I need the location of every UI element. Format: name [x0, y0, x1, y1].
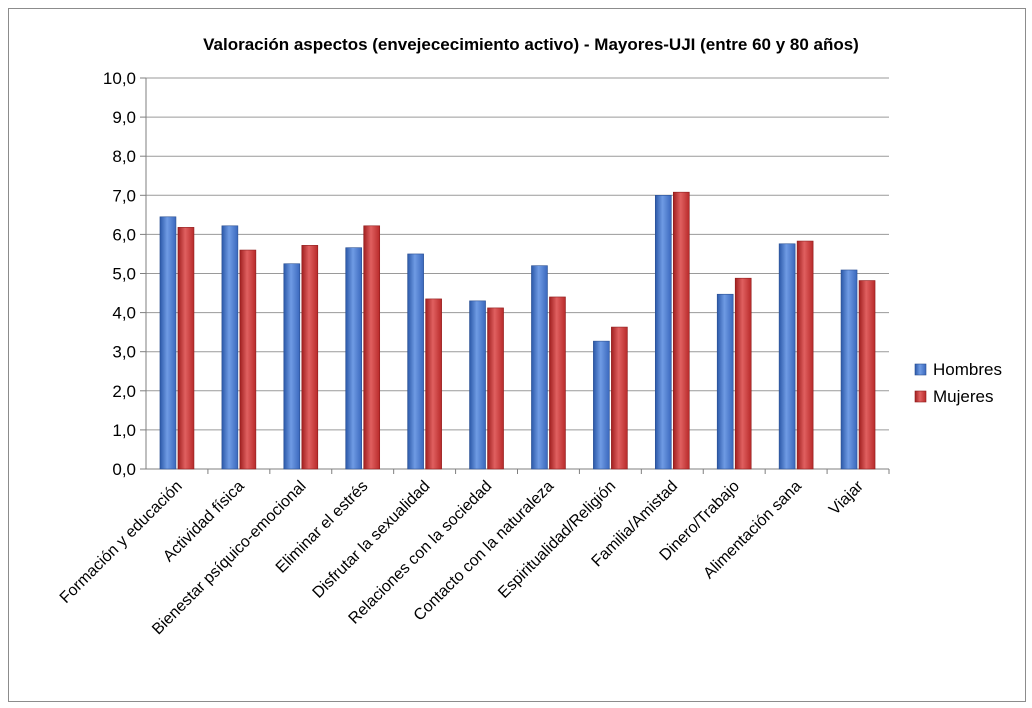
bar-mujeres: [239, 249, 257, 470]
bar-hombres: [345, 247, 363, 470]
bar-hombres: [716, 293, 734, 470]
bar-hombres: [283, 263, 301, 470]
bars-layer: [159, 191, 876, 470]
bar-mujeres: [549, 296, 566, 470]
bar-mujeres: [177, 227, 195, 470]
y-tick-label: 2,0: [112, 382, 136, 401]
x-tick-label: Viajar: [826, 477, 867, 518]
legend: Hombres Mujeres: [914, 360, 1002, 406]
bar-hombres: [593, 340, 610, 470]
bar-hombres: [778, 243, 796, 470]
x-tick-label: Espiritualidad/Religión: [495, 478, 619, 602]
bar-mujeres: [363, 225, 381, 470]
bar-mujeres: [425, 298, 442, 470]
bar-hombres: [407, 253, 424, 470]
x-tick-label: Formación y educación: [57, 478, 186, 607]
chart-title: Valoración aspectos (envejececimiento ac…: [203, 35, 859, 54]
legend-label-mujeres: Mujeres: [933, 387, 993, 406]
y-tick-label: 5,0: [112, 265, 136, 284]
y-tick-label: 4,0: [112, 304, 136, 323]
grid-layer: [146, 77, 889, 470]
bar-hombres: [221, 225, 239, 470]
y-tick-label: 9,0: [112, 108, 136, 127]
bar-mujeres: [672, 191, 690, 470]
bar-mujeres: [734, 277, 752, 470]
x-tick-label: Disfrutar la sexualidad: [309, 478, 433, 602]
bar-hombres: [531, 265, 548, 470]
bar-mujeres: [796, 240, 814, 470]
bar-mujeres: [301, 245, 319, 470]
bar-mujeres: [858, 280, 876, 470]
y-tick-label: 0,0: [112, 460, 136, 479]
y-tick-label: 3,0: [112, 343, 136, 362]
bar-hombres: [654, 195, 672, 470]
chart-svg: Valoración aspectos (envejececimiento ac…: [57, 35, 1002, 638]
y-tick-label: 10,0: [103, 69, 136, 88]
bar-hombres: [159, 216, 177, 470]
legend-swatch-mujeres: [914, 390, 927, 403]
y-tick-label: 7,0: [112, 186, 136, 205]
legend-swatch-hombres: [914, 363, 927, 376]
bar-hombres: [469, 300, 486, 470]
legend-label-hombres: Hombres: [933, 360, 1002, 379]
y-tick-label: 8,0: [112, 147, 136, 166]
y-tick-label: 1,0: [112, 421, 136, 440]
bar-mujeres: [487, 307, 504, 470]
y-tick-label: 6,0: [112, 225, 136, 244]
chart-frame: Valoración aspectos (envejececimiento ac…: [8, 8, 1026, 702]
bar-mujeres: [611, 326, 628, 470]
bar-hombres: [840, 269, 858, 470]
